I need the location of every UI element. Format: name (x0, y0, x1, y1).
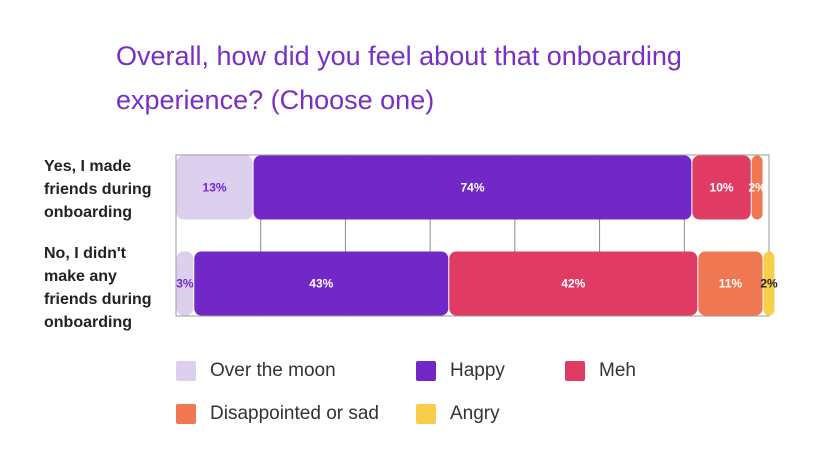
legend-label: Happy (450, 360, 505, 381)
data-label: 11% (719, 277, 743, 291)
bar-segment (698, 251, 763, 316)
bar-segment (253, 155, 692, 220)
data-label: 74% (460, 181, 484, 195)
legend-label: Disappointed or sad (210, 403, 379, 424)
bar-segment (449, 251, 698, 316)
row-label-yes: Yes, I made friends during onboarding (44, 155, 174, 224)
bar-segment (176, 155, 253, 220)
bar-segment (194, 251, 449, 316)
legend-swatch (416, 404, 436, 424)
legend-label: Meh (599, 360, 636, 381)
legend-item-angry: Angry (416, 402, 500, 426)
row-label-line: make any (44, 268, 117, 285)
row-label-line: Yes, I made (44, 158, 132, 175)
row-label-line: friends during (44, 291, 152, 308)
legend-label: Over the moon (210, 360, 336, 381)
data-label: 42% (561, 277, 585, 291)
bar-segment (176, 251, 194, 316)
legend-item-over-the-moon: Over the moon (176, 359, 336, 383)
data-label: 3% (176, 277, 194, 291)
legend-label: Angry (450, 403, 500, 424)
data-label: 43% (309, 277, 333, 291)
bar-segment (692, 155, 751, 220)
legend-item-happy: Happy (416, 359, 505, 383)
legend-item-disappointed: Disappointed or sad (176, 402, 379, 426)
legend-swatch (176, 404, 196, 424)
row-label-line: No, I didn't (44, 245, 127, 262)
legend-swatch (176, 361, 196, 381)
legend-item-meh: Meh (565, 359, 636, 383)
bar-segment (751, 155, 763, 220)
row-label-no: No, I didn't make any friends during onb… (44, 242, 174, 334)
row-label-line: onboarding (44, 204, 132, 221)
data-label: 2% (760, 277, 778, 291)
data-label: 13% (203, 181, 227, 195)
chart-title: Overall, how did you feel about that onb… (116, 41, 682, 115)
bar-segment (763, 251, 775, 316)
legend-swatch (565, 361, 585, 381)
row-label-line: onboarding (44, 314, 132, 331)
chart-frame (175, 154, 770, 317)
row-label-line: friends during (44, 181, 152, 198)
data-label: 2% (748, 181, 766, 195)
data-label: 10% (710, 181, 734, 195)
legend-swatch (416, 361, 436, 381)
